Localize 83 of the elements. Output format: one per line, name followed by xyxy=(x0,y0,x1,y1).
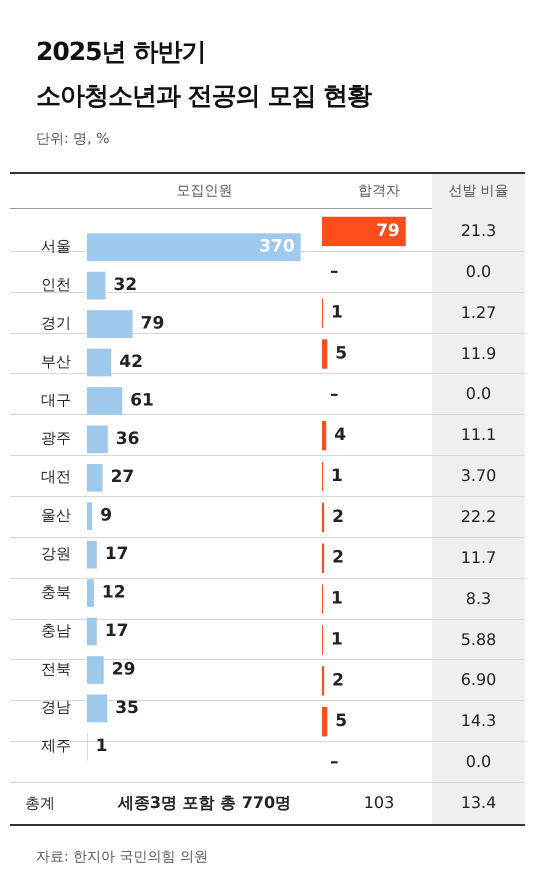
bar xyxy=(87,233,301,262)
y-tick-label: 울산 xyxy=(41,506,71,524)
data-label: 79 xyxy=(140,313,164,334)
data-label: 35 xyxy=(115,698,139,718)
data-label: 12 xyxy=(102,582,126,602)
x-axis-title: 모집인원 xyxy=(176,182,234,201)
bar xyxy=(87,272,106,300)
text: – xyxy=(330,752,338,772)
text: 11.7 xyxy=(460,546,498,569)
y-tick-label: 전북 xyxy=(41,660,71,678)
text: 0.0 xyxy=(464,260,492,283)
y-tick-label: 충북 xyxy=(41,582,71,601)
y-tick-label: 서울 xyxy=(41,237,71,256)
data-label: 42 xyxy=(119,352,143,372)
bar xyxy=(322,421,326,450)
bar xyxy=(87,426,108,454)
bar xyxy=(87,464,103,492)
text: 22.2 xyxy=(460,506,498,528)
text: 세종3명 포함 총 770명 xyxy=(116,792,292,814)
bar xyxy=(87,387,122,415)
y-tick-label: 충남 xyxy=(41,621,71,640)
data-label: 17 xyxy=(104,544,128,564)
text: 5.88 xyxy=(460,628,498,650)
data-label: 2 xyxy=(332,670,344,690)
text: 13.4 xyxy=(460,792,498,814)
y-tick-label: 광주 xyxy=(41,429,71,448)
bar xyxy=(322,339,328,369)
data-label: 61 xyxy=(130,390,154,410)
text: – xyxy=(330,262,338,282)
text: 총계 xyxy=(24,793,56,814)
data-label: 2 xyxy=(332,548,344,568)
bar xyxy=(322,707,328,736)
text: 0.0 xyxy=(464,751,492,774)
text: 103 xyxy=(362,792,396,814)
data-label: 32 xyxy=(113,275,138,296)
y-tick-label: 대구 xyxy=(41,390,71,409)
data-label: 9 xyxy=(100,506,112,526)
y-tick-label: 강원 xyxy=(41,544,71,563)
data-label: 1 xyxy=(331,629,343,650)
bar xyxy=(87,540,97,568)
text: 11.1 xyxy=(460,424,498,446)
x-axis-title: 합격자 xyxy=(357,182,401,201)
bar xyxy=(87,618,97,646)
y-tick-label: 경남 xyxy=(41,698,71,716)
y-tick-label: 경기 xyxy=(41,314,71,332)
text: 11.9 xyxy=(460,342,498,365)
data-label: 29 xyxy=(112,659,136,680)
y-tick-label: 제주 xyxy=(41,736,71,755)
data-label: 4 xyxy=(334,425,346,446)
y-tick-label: 대전 xyxy=(41,468,71,486)
data-label: 1 xyxy=(331,588,343,609)
chart-title: 2025년 하반기 소아청소년과 전공의 모집 현황 xyxy=(36,36,372,112)
y-tick-label: 인천 xyxy=(41,276,71,294)
text: 21.3 xyxy=(460,220,498,242)
text: 14.3 xyxy=(460,710,498,732)
bar xyxy=(87,656,104,684)
data-label: 1 xyxy=(331,466,343,486)
text: 0.0 xyxy=(464,383,492,406)
bar xyxy=(87,502,92,530)
data-label: 1 xyxy=(331,302,343,323)
data-label: 5 xyxy=(335,711,348,732)
text: 선발 비율 xyxy=(447,182,510,201)
bar xyxy=(87,348,112,376)
data-label: 36 xyxy=(116,428,140,449)
data-label: 2 xyxy=(332,506,344,527)
data-label: 17 xyxy=(104,620,128,641)
chart-subtitle: 단위: 명, % xyxy=(36,130,110,148)
data-label: 370 xyxy=(259,236,295,257)
y-tick-label: 부산 xyxy=(41,352,71,370)
bar xyxy=(322,216,406,246)
bar xyxy=(87,310,133,338)
data-label: 79 xyxy=(376,220,400,241)
text: 1.27 xyxy=(460,302,498,324)
text: 6.90 xyxy=(460,669,498,692)
text: 자료: 한지아 국민의힘 의원 xyxy=(36,848,208,866)
data-label: 27 xyxy=(110,467,134,488)
data-label: 1 xyxy=(96,736,108,756)
text: 8.3 xyxy=(464,588,492,610)
text: – xyxy=(330,384,338,404)
bar xyxy=(87,579,94,607)
data-label: 5 xyxy=(335,343,348,364)
bar xyxy=(87,694,108,722)
text: 3.70 xyxy=(460,465,498,488)
